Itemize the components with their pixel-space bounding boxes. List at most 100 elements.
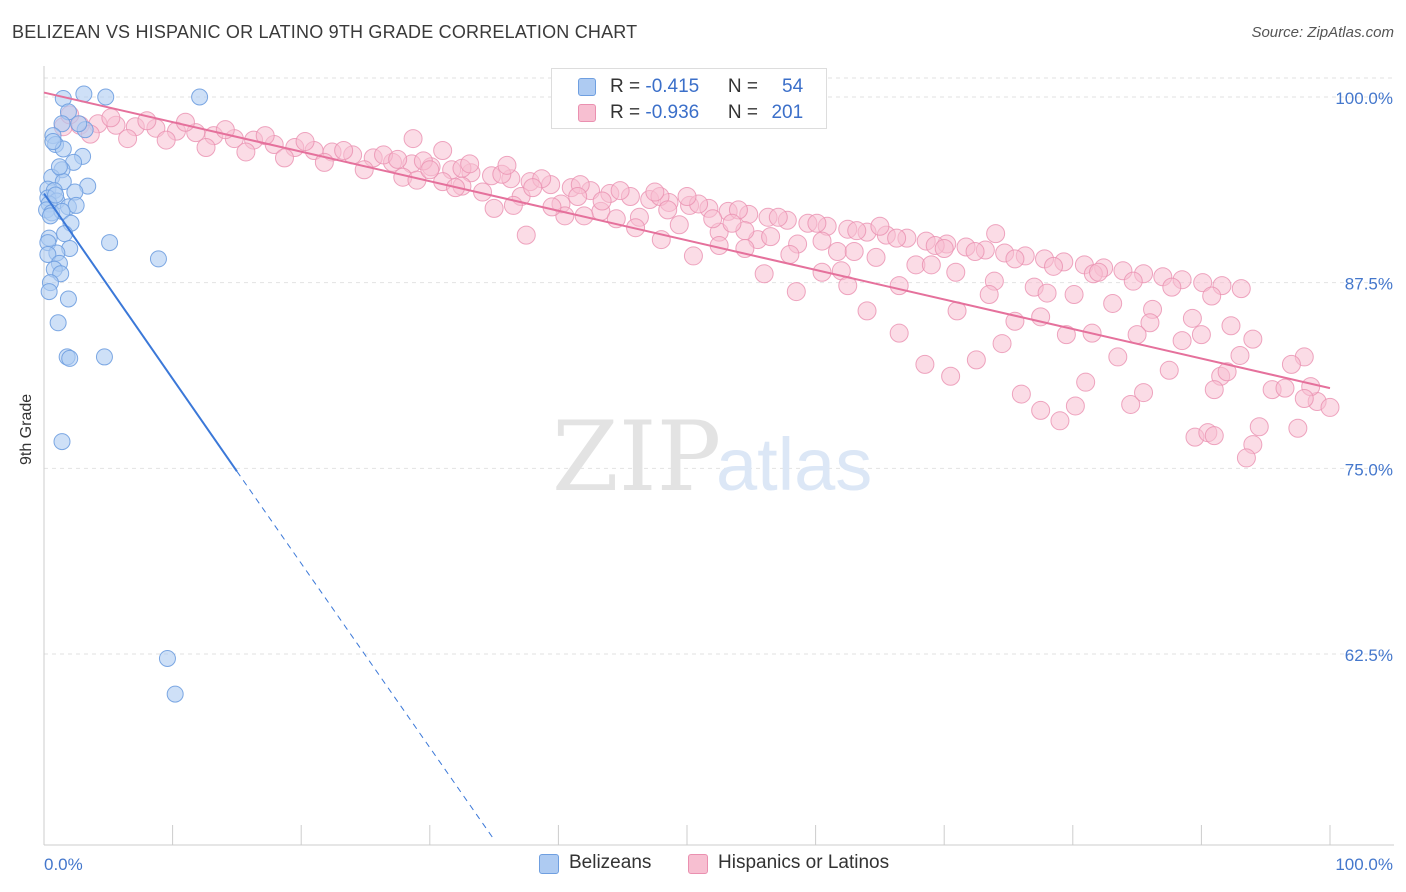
hispanic-point [516,225,536,245]
hispanic-point [1162,277,1182,297]
belizean-trend-extension [236,471,495,840]
belizean-point [61,349,79,367]
hispanic-point [934,239,954,259]
hispanic-point [941,366,961,386]
hispanic-point [1127,325,1147,345]
watermark-zip: ZIP [552,401,721,513]
hispanic-point [1275,378,1295,398]
belizean-point [47,186,65,204]
watermark: ZIP atlas [552,401,872,513]
hispanic-point [1281,354,1301,374]
legend-row-belizeans: R = -0.415 N = 54 [552,74,826,100]
hispanic-point [101,108,121,128]
legend-r-value: -0.415 [645,76,700,97]
hispanic-point [1140,313,1160,333]
belizean-point [44,133,62,151]
hispanic-point [118,129,138,149]
hispanic-point [1031,400,1051,420]
source-credit: Source: ZipAtlas.com [1251,24,1394,41]
hispanic-point [1089,262,1109,282]
hispanic-point [979,285,999,305]
hispanic-point [669,215,689,235]
legend-label-hispanics: Hispanics or Latinos [718,852,890,873]
belizean-point [70,115,88,133]
legend-swatch-hispanics [688,854,708,874]
hispanic-point [1236,448,1256,468]
hispanic-point [946,262,966,282]
hispanic-point [812,231,832,251]
correlation-legend: R = -0.415 N = 54 R = -0.936 N = 201 [551,68,827,129]
hispanic-point [768,207,788,227]
hispanic-point [866,247,886,267]
belizean-point [59,290,77,308]
legend-n-value: 54 [782,76,804,97]
legend-r-label: R = [610,76,646,97]
hispanic-point [1134,383,1154,403]
belizean-point [101,234,119,252]
y-tick-label: 100.0% [1335,89,1393,108]
y-tick-label: 75.0% [1345,460,1393,479]
hispanic-point [403,129,423,149]
hispanic-point [175,112,195,132]
belizean-point [67,196,85,214]
x-tick-labels: 0.0% 100.0% [44,855,1393,874]
legend-label-belizeans: Belizeans [569,852,652,873]
belizean-point [53,433,71,451]
hispanic-point [761,227,781,247]
hispanic-point [1191,325,1211,345]
y-axis-label: 9th Grade [18,393,35,465]
hispanic-point [460,154,480,174]
legend-swatch-belizeans [578,78,596,96]
belizean-point [56,225,74,243]
hispanic-point [965,241,985,261]
grid-lines [44,77,1394,655]
hispanic-point [847,221,867,241]
hispanic-point [1202,286,1222,306]
trend-lines [43,91,1331,840]
hispanic-point [915,354,935,374]
legend-row-hispanics: R = -0.936 N = 201 [552,100,826,126]
hispanic-point [857,301,877,321]
hispanic-point [255,126,275,146]
hispanic-point [484,198,504,218]
belizean-point [53,115,71,133]
belizean-point [97,88,115,106]
hispanic-point [754,264,774,284]
belizean-trend-line [43,192,238,472]
y-tick-labels: 100.0% 87.5% 75.0% 62.5% [1335,89,1393,665]
hispanic-point [780,244,800,264]
legend-r-label: R = [610,102,646,123]
x-tick-label: 100.0% [1335,855,1393,874]
hispanic-point [1123,271,1143,291]
hispanic-trend-line [43,91,1331,390]
hispanic-point [683,246,703,266]
legend-swatch-belizeans [539,854,559,874]
belizean-point [191,88,209,106]
hispanic-point [1064,285,1084,305]
hispanic-point [887,228,907,248]
hispanic-point [1037,283,1057,303]
hispanic-point [1320,397,1340,417]
hispanic-point [420,160,440,180]
hispanic-point [156,130,176,150]
hispanic-point [889,323,909,343]
series-legend: Belizeans Hispanics or Latinos [0,852,1406,878]
hispanic-point [334,140,354,160]
hispanic-point [1193,273,1213,293]
hispanic-point [1159,360,1179,380]
belizean-point [158,649,176,667]
hispanic-point [1108,347,1128,367]
belizean-point [40,283,58,301]
hispanic-point [1056,325,1076,345]
hispanic-point [870,216,890,236]
hispanic-point [1076,372,1096,392]
hispanic-point [433,140,453,160]
hispanic-point [921,255,941,275]
hispanic-point [992,334,1012,354]
belizean-point [95,348,113,366]
hispanic-point [1011,384,1031,404]
hispanic-point [568,187,588,207]
hispanic-point [295,132,315,152]
hispanic-point [986,224,1006,244]
